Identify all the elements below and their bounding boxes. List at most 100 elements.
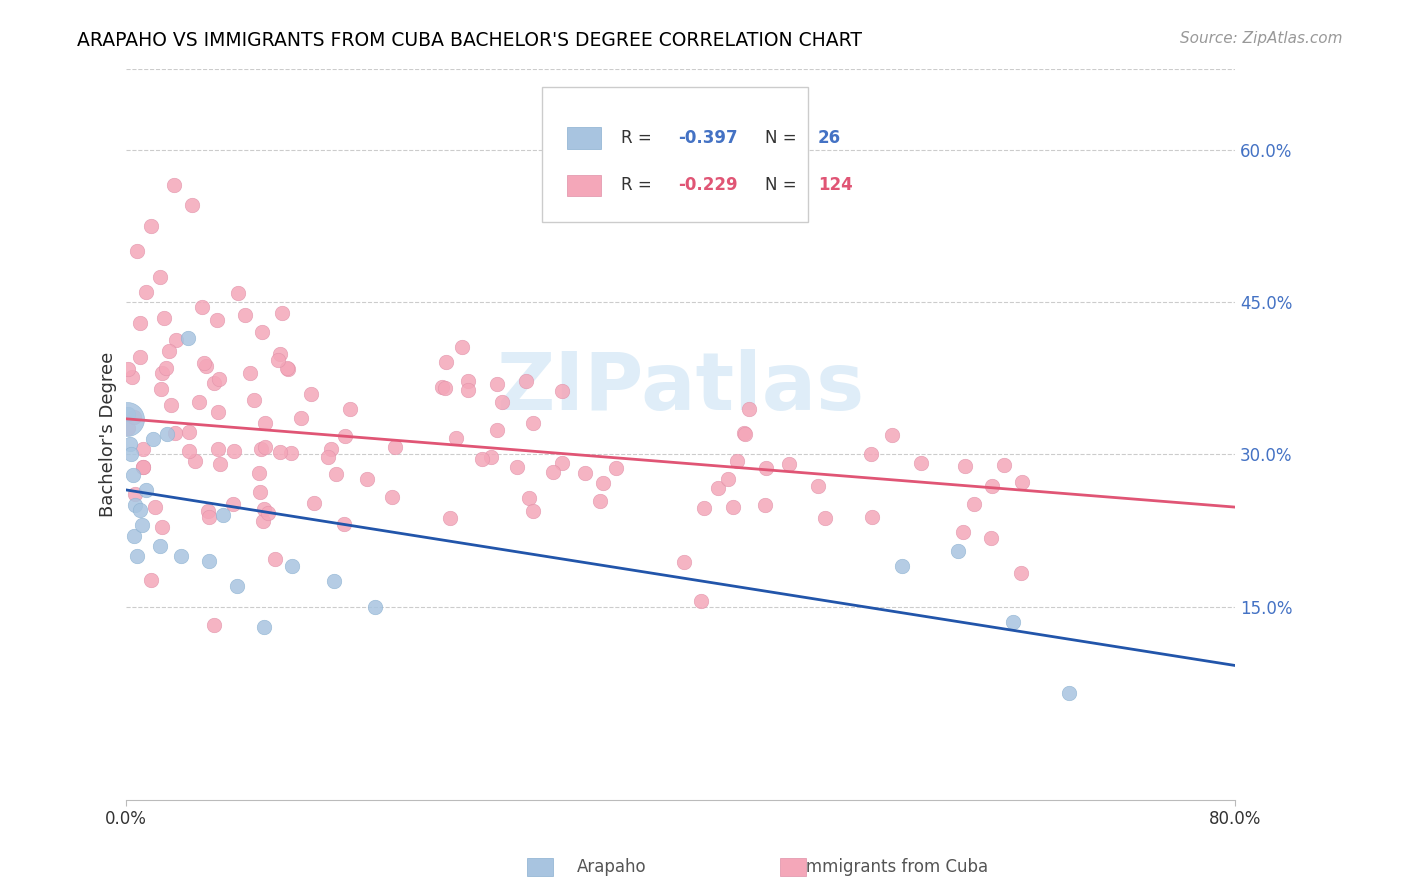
Point <box>135 285 157 299</box>
Point <box>364 599 387 614</box>
Point <box>980 531 1002 545</box>
Point <box>165 333 187 347</box>
Point <box>551 456 574 470</box>
Point <box>807 479 830 493</box>
Point <box>139 219 162 233</box>
Point <box>269 445 291 459</box>
Point <box>197 509 219 524</box>
Text: ZIPatlas: ZIPatlas <box>496 350 865 427</box>
Point <box>254 416 277 430</box>
Point <box>333 517 356 532</box>
Point <box>963 497 986 511</box>
Point <box>256 506 278 520</box>
Point <box>290 410 312 425</box>
Point <box>574 467 596 481</box>
Point <box>150 520 173 534</box>
Text: R =: R = <box>620 177 657 194</box>
FancyBboxPatch shape <box>567 127 600 149</box>
Point <box>277 362 299 376</box>
Point <box>471 452 494 467</box>
Point <box>754 499 776 513</box>
Point <box>159 398 181 412</box>
Point <box>117 421 139 435</box>
Point <box>149 269 172 284</box>
Point <box>543 466 565 480</box>
Point <box>250 442 273 456</box>
Point <box>319 442 342 457</box>
Point <box>725 454 748 468</box>
Point <box>814 511 837 525</box>
Point <box>117 362 139 376</box>
Point <box>692 501 714 516</box>
Point <box>142 432 165 446</box>
Point <box>953 458 976 473</box>
Point <box>170 549 193 563</box>
Point <box>1002 615 1025 629</box>
Point <box>128 503 150 517</box>
FancyBboxPatch shape <box>567 175 600 196</box>
Point <box>222 497 245 511</box>
Point <box>124 487 146 501</box>
Point <box>551 384 574 398</box>
Point <box>491 394 513 409</box>
Point <box>191 300 214 314</box>
Point <box>121 370 143 384</box>
Point <box>181 198 204 212</box>
Text: -0.397: -0.397 <box>678 129 738 147</box>
Point <box>451 340 474 354</box>
Point <box>325 467 347 482</box>
Point <box>135 483 157 497</box>
Point <box>179 425 201 439</box>
Point <box>124 498 146 512</box>
Point <box>122 409 145 424</box>
Point <box>253 620 276 634</box>
Point <box>197 504 219 518</box>
Point <box>882 427 904 442</box>
Text: N =: N = <box>765 129 801 147</box>
Point <box>485 423 508 437</box>
Point <box>202 376 225 390</box>
Point <box>253 440 276 454</box>
Point <box>125 244 148 259</box>
Point <box>485 376 508 391</box>
Point <box>120 447 142 461</box>
Point <box>434 355 457 369</box>
Point <box>384 441 406 455</box>
Point <box>381 490 404 504</box>
Point <box>207 405 229 419</box>
Text: 26: 26 <box>818 129 841 147</box>
Point <box>506 460 529 475</box>
Point <box>522 416 544 430</box>
Point <box>139 573 162 587</box>
Point <box>121 467 143 482</box>
Point <box>690 594 713 608</box>
Point <box>605 460 627 475</box>
Point <box>592 476 614 491</box>
Point <box>860 510 883 524</box>
Point <box>239 366 262 380</box>
Point <box>269 347 291 361</box>
Text: Source: ZipAtlas.com: Source: ZipAtlas.com <box>1180 31 1343 46</box>
Point <box>755 460 778 475</box>
Point <box>734 427 756 442</box>
Text: 124: 124 <box>818 177 853 194</box>
Point <box>149 382 172 396</box>
Point <box>252 514 274 528</box>
Point <box>125 549 148 563</box>
Y-axis label: Bachelor's Degree: Bachelor's Degree <box>100 351 117 516</box>
Point <box>152 310 174 325</box>
Point <box>271 306 294 320</box>
Point <box>891 559 914 574</box>
Text: N =: N = <box>765 177 801 194</box>
Point <box>207 372 229 386</box>
Point <box>1011 475 1033 489</box>
Point <box>156 427 179 442</box>
Point <box>143 500 166 515</box>
Point <box>267 352 290 367</box>
Point <box>281 559 304 574</box>
Point <box>157 343 180 358</box>
Point <box>946 543 969 558</box>
Point <box>131 518 153 533</box>
Point <box>233 308 256 322</box>
Point <box>721 500 744 514</box>
